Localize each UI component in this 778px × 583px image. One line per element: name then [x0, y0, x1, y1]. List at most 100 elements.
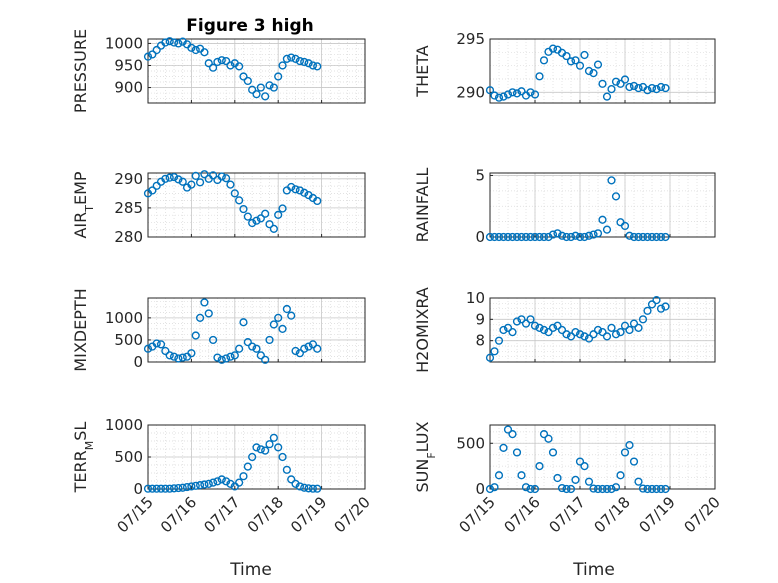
data-point: [161, 38, 170, 47]
plot-area: [490, 173, 715, 237]
data-series: [143, 37, 322, 101]
data-point: [625, 441, 634, 450]
data-point: [235, 62, 244, 71]
data-point: [566, 332, 576, 341]
data-point: [494, 471, 504, 480]
data-point: [217, 172, 226, 181]
data-point: [200, 480, 209, 489]
data-point: [239, 472, 248, 481]
data-point: [174, 39, 183, 48]
data-point: [204, 309, 213, 318]
data-point: [647, 300, 657, 309]
data-point: [634, 323, 643, 332]
y-tick-label: 500: [456, 434, 485, 452]
data-point: [148, 50, 157, 59]
data-point: [252, 344, 261, 353]
data-point: [544, 328, 553, 337]
data-point: [553, 321, 562, 330]
plot-area: [148, 298, 365, 362]
data-point: [535, 72, 544, 81]
data-point: [580, 332, 589, 341]
data-point: [282, 465, 291, 474]
data-point: [656, 304, 666, 313]
data-point: [598, 484, 607, 494]
data-point: [620, 321, 630, 330]
data-point: [611, 77, 621, 86]
data-point: [490, 347, 499, 356]
data-point: [261, 92, 270, 101]
data-point: [313, 196, 322, 206]
data-point: [535, 323, 544, 332]
data-point: [274, 210, 283, 219]
axes-box: [147, 297, 366, 363]
data-point: [629, 319, 639, 328]
data-point: [217, 56, 226, 65]
data-point: [300, 188, 309, 197]
data-point: [611, 330, 621, 339]
data-point: [165, 37, 174, 46]
y-tick-label: 500: [114, 448, 143, 466]
x-axis-label-right: Time: [572, 560, 615, 580]
data-point: [526, 88, 535, 97]
data-point: [638, 232, 648, 242]
data-point: [226, 61, 235, 70]
data-point: [548, 448, 558, 457]
data-point: [235, 478, 244, 487]
data-point: [300, 344, 309, 353]
subplot-3: 280 285 290 AIRTEMP: [71, 170, 366, 246]
data-point: [575, 232, 585, 242]
y-tick-label: 10: [466, 289, 485, 307]
data-point: [530, 321, 540, 330]
data-point: [209, 171, 218, 180]
y-tick-label: 290: [456, 83, 485, 101]
data-point: [209, 63, 218, 72]
data-point: [499, 232, 508, 242]
data-point: [235, 344, 244, 353]
data-point: [512, 89, 522, 98]
data-point: [217, 475, 226, 484]
data-point: [593, 229, 603, 238]
data-series: [143, 433, 322, 493]
data-point: [526, 315, 535, 324]
data-point: [243, 212, 252, 221]
data-point: [548, 230, 558, 239]
data-point: [584, 334, 594, 343]
data-point: [143, 52, 153, 61]
data-point: [607, 484, 616, 494]
data-point: [589, 484, 598, 493]
data-point: [313, 344, 322, 353]
data-point: [571, 328, 580, 337]
data-point: [178, 483, 187, 492]
y-axis-label: TERRMSL: [71, 422, 96, 494]
data-point: [508, 328, 517, 337]
data-point: [282, 54, 291, 63]
data-series: [143, 298, 322, 364]
data-point: [539, 325, 549, 335]
y-axis-label: THETA: [413, 45, 432, 97]
data-point: [602, 92, 612, 101]
data-point: [494, 232, 504, 242]
data-point: [187, 349, 196, 358]
data-point: [508, 232, 517, 242]
data-point: [204, 59, 213, 68]
y-tick-label: 295: [456, 30, 485, 48]
data-point: [535, 232, 544, 242]
data-point: [571, 231, 580, 240]
data-point: [485, 484, 495, 494]
data-point: [291, 479, 300, 488]
data-point: [557, 325, 567, 335]
axes-box: [147, 172, 366, 238]
data-point: [521, 483, 531, 492]
y-tick-label: 500: [114, 331, 143, 349]
data-point: [571, 56, 580, 65]
data-point: [634, 477, 643, 486]
data-point: [178, 353, 187, 362]
data-point: [566, 484, 576, 494]
data-point: [521, 319, 531, 328]
plot-area: [148, 173, 365, 237]
data-point: [152, 484, 161, 493]
data-point: [562, 51, 571, 61]
data-point: [243, 76, 252, 86]
data-point: [178, 177, 187, 186]
data-point: [553, 473, 562, 483]
